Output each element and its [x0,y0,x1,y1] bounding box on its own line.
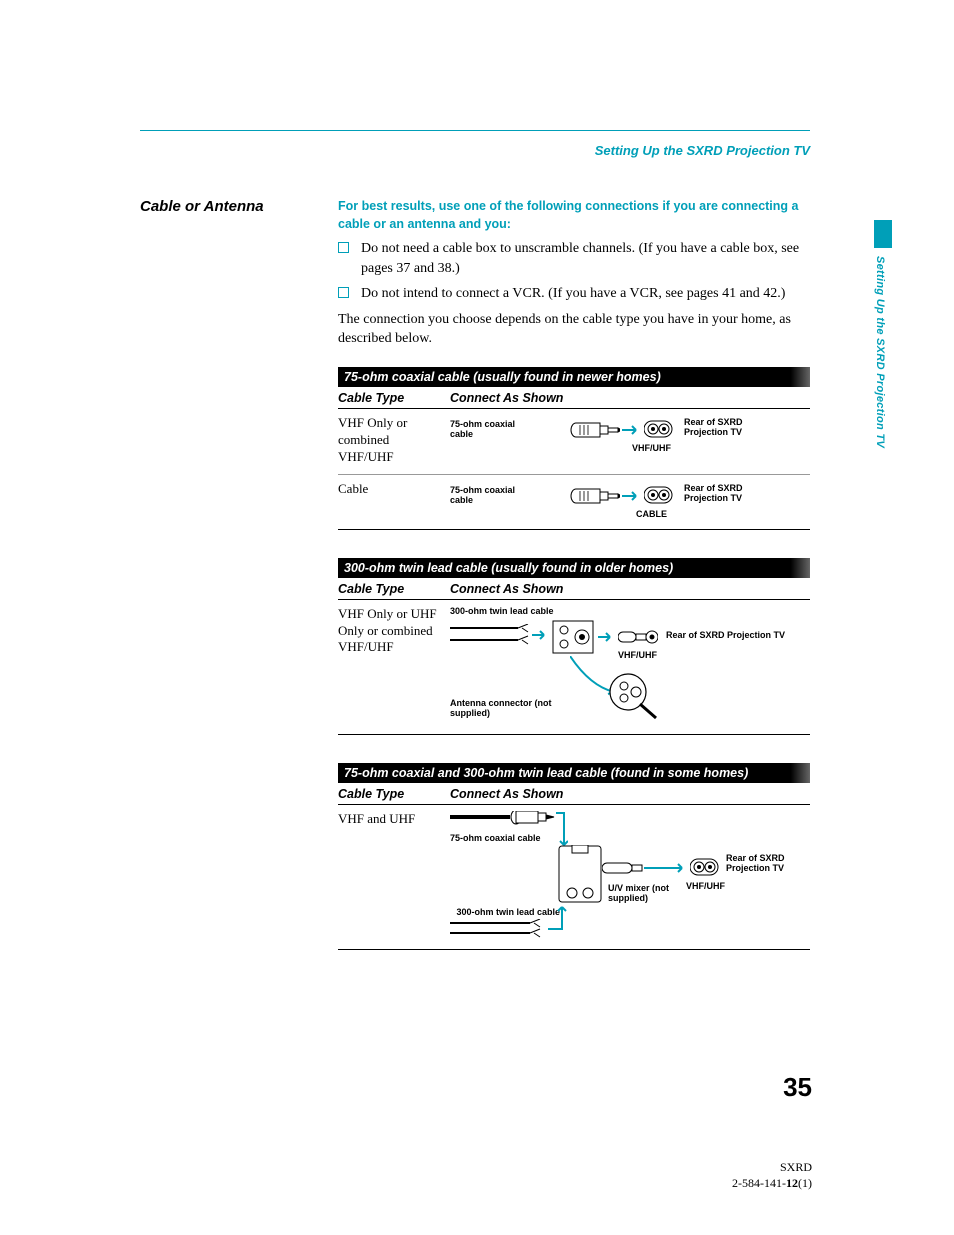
arrow-icon [532,630,550,640]
arrow-icon [622,425,642,435]
mixer-icon [558,845,602,903]
footer-docnum: 2-584-141-12(1) [732,1176,812,1192]
diagram-label: 300-ohm twin lead cable [450,606,554,616]
cell-diagram: 300-ohm twin lead cable [450,606,810,726]
table-300ohm: 300-ohm twin lead cable (usually found i… [338,558,810,735]
table-title-bar: 75-ohm coaxial cable (usually found in n… [338,367,810,387]
diagram-label: 300-ohm twin lead cable [440,907,560,917]
twin-lead-icon [450,624,540,648]
diagram-label: Rear of SXRD Projection TV [666,630,816,640]
diagram-label: Rear of SXRD Projection TV [684,483,774,504]
port-icon [644,485,674,505]
col-head-connect: Connect As Shown [450,787,810,801]
coax-plug-icon [570,487,620,505]
table-row: VHF Only or UHF Only or combined VHF/UHF… [338,600,810,735]
col-head-cable-type: Cable Type [338,582,450,596]
footer-model: SXRD [732,1160,812,1176]
port-icon [690,857,720,877]
diagram-label: 75-ohm coaxial cable [450,419,540,440]
cell-cable-type: VHF Only or UHF Only or combined VHF/UHF [338,606,450,726]
side-tab-marker [874,220,892,248]
checkbox-icon [338,242,349,253]
cell-cable-type: Cable [338,481,450,521]
bullet-text: Do not need a cable box to unscramble ch… [361,239,810,278]
coax-plug-icon [618,628,658,646]
cell-cable-type: VHF Only or combined VHF/UHF [338,415,450,466]
cell-diagram: 75-ohm coaxial cable U/V mixer (not supp… [450,811,810,941]
diagram-label: Antenna connector (not supplied) [450,698,570,719]
diagram-label: U/V mixer (not supplied) [608,883,688,904]
bullet-item: Do not intend to connect a VCR. (If you … [338,284,810,304]
arrow-icon [644,863,688,873]
col-head-connect: Connect As Shown [450,582,810,596]
side-tab-label: Setting Up the SXRD Projection TV [874,256,886,448]
footer: SXRD 2-584-141-12(1) [732,1160,812,1191]
chapter-header: Setting Up the SXRD Projection TV [140,143,810,158]
col-head-cable-type: Cable Type [338,787,450,801]
table-column-headers: Cable Type Connect As Shown [338,783,810,805]
coax-plug-icon [570,421,620,439]
bullet-text: Do not intend to connect a VCR. (If you … [361,284,785,304]
diagram-label: CABLE [636,509,667,519]
page-number: 35 [783,1072,812,1103]
diagram-label: 75-ohm coaxial cable [450,833,541,843]
diagram-label: VHF/UHF [632,443,671,453]
diagram-label: 75-ohm coaxial cable [450,485,540,506]
magnifier-icon [570,656,660,720]
twin-lead-icon [450,919,560,939]
intro-text: For best results, use one of the followi… [338,198,810,233]
page-content: Setting Up the SXRD Projection TV Cable … [140,130,810,978]
adapter-icon [552,620,594,654]
col-head-connect: Connect As Shown [450,391,810,405]
paragraph: The connection you choose depends on the… [338,310,810,349]
table-title-bar: 75-ohm coaxial and 300-ohm twin lead cab… [338,763,810,783]
col-head-cable-type: Cable Type [338,391,450,405]
section-title: Cable or Antenna [140,198,320,215]
cell-diagram: 75-ohm coaxial cable [450,481,810,521]
table-title-bar: 300-ohm twin lead cable (usually found i… [338,558,810,578]
table-75ohm: 75-ohm coaxial cable (usually found in n… [338,367,810,530]
table-column-headers: Cable Type Connect As Shown [338,387,810,409]
diagram-label: Rear of SXRD Projection TV [684,417,774,438]
table-combined: 75-ohm coaxial and 300-ohm twin lead cab… [338,763,810,950]
coax-cable-icon [450,811,560,831]
table-title: 300-ohm twin lead cable (usually found i… [344,561,673,575]
table-row: Cable 75-ohm coaxial cable [338,475,810,530]
table-row: VHF Only or combined VHF/UHF 75-ohm coax… [338,409,810,475]
checkbox-icon [338,287,349,298]
header-rule [140,130,810,131]
side-tab: Setting Up the SXRD Projection TV [874,220,892,480]
table-column-headers: Cable Type Connect As Shown [338,578,810,600]
table-title: 75-ohm coaxial cable (usually found in n… [344,370,661,384]
arrow-icon [546,903,574,933]
arrow-icon [622,491,642,501]
diagram-label: Rear of SXRD Projection TV [726,853,816,874]
table-row: VHF and UHF [338,805,810,950]
diagram-label: VHF/UHF [686,881,725,891]
cell-cable-type: VHF and UHF [338,811,450,941]
table-title: 75-ohm coaxial and 300-ohm twin lead cab… [344,766,748,780]
bullet-item: Do not need a cable box to unscramble ch… [338,239,810,278]
arrow-icon [598,632,616,642]
cell-diagram: 75-ohm coaxial cable [450,415,810,466]
port-icon [644,419,674,439]
